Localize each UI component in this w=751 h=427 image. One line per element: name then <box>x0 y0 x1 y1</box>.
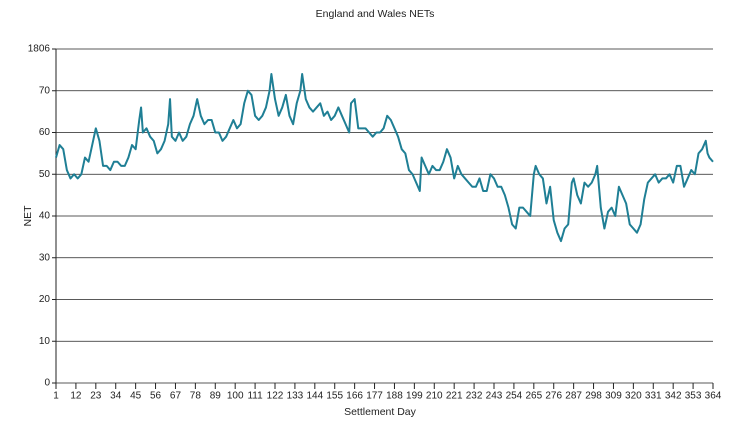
x-tick-label: 298 <box>585 391 602 402</box>
x-tick-label: 188 <box>386 391 403 402</box>
x-tick-label: 287 <box>565 391 582 402</box>
y-tick-label: 20 <box>39 294 51 305</box>
x-tick-label: 331 <box>645 391 662 402</box>
x-tick-label: 353 <box>685 391 702 402</box>
x-axis-label: Settlement Day <box>344 406 417 418</box>
y-tick-label: 10 <box>39 336 51 347</box>
x-tick-label: 166 <box>346 391 363 402</box>
x-tick-label: 199 <box>406 391 423 402</box>
y-tick-label: 50 <box>39 169 51 180</box>
x-tick-label: 1 <box>53 391 59 402</box>
x-tick-label: 364 <box>705 391 722 402</box>
x-tick-label: 276 <box>545 391 562 402</box>
x-tick-label: 34 <box>110 391 122 402</box>
y-tick-label: 60 <box>39 127 51 138</box>
x-tick-label: 320 <box>625 391 642 402</box>
y-axis-label: NET <box>22 205 34 227</box>
x-tick-label: 89 <box>210 391 222 402</box>
x-tick-label: 210 <box>426 391 443 402</box>
x-tick-label: 122 <box>267 391 284 402</box>
x-tick-label: 177 <box>366 391 383 402</box>
y-tick-label: 1806 <box>28 44 51 55</box>
x-tick-label: 56 <box>150 391 162 402</box>
x-tick-label: 232 <box>466 391 483 402</box>
y-tick-label: 70 <box>39 85 51 96</box>
x-tick-label: 133 <box>287 391 304 402</box>
x-tick-label: 23 <box>90 391 102 402</box>
y-tick-label: 0 <box>44 378 50 389</box>
x-tick-label: 100 <box>227 391 244 402</box>
x-tick-label: 254 <box>506 391 523 402</box>
series-line <box>55 73 714 243</box>
x-tick-label: 78 <box>190 391 202 402</box>
x-tick-label: 309 <box>605 391 622 402</box>
x-tick-label: 243 <box>486 391 503 402</box>
x-tick-label: 144 <box>306 391 323 402</box>
x-tick-label: 221 <box>446 391 463 402</box>
x-tick-label: 12 <box>70 391 82 402</box>
y-tick-label: 40 <box>39 211 51 222</box>
x-tick-label: 342 <box>665 391 682 402</box>
chart-title: England and Wales NETs <box>316 8 435 20</box>
x-tick-label: 111 <box>247 391 263 402</box>
x-tick-label: 265 <box>525 391 542 402</box>
y-tick-label: 30 <box>39 252 51 263</box>
x-tick-label: 155 <box>326 391 343 402</box>
x-tick-label: 45 <box>130 391 142 402</box>
x-tick-label: 67 <box>170 391 182 402</box>
